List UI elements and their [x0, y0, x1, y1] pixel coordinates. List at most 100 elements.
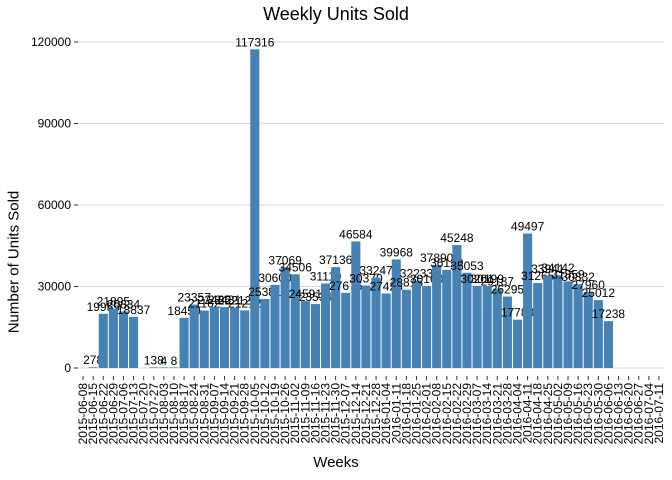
- x-tick-label: 2016-03-28: [500, 383, 514, 445]
- x-tick-label: 2015-09-21: [228, 383, 242, 445]
- bar: [543, 275, 553, 368]
- x-tick-label: 2015-07-20: [137, 383, 151, 445]
- bar: [603, 321, 613, 368]
- x-axis-label: Weeks: [313, 454, 359, 471]
- bar: [108, 308, 118, 368]
- bar-value-label: 138: [144, 354, 164, 368]
- x-tick-label: 2015-09-07: [207, 383, 221, 445]
- bar-value-label: 22212: [218, 294, 252, 308]
- bar: [179, 317, 189, 368]
- bar: [371, 277, 381, 368]
- x-tick-label: 2016-05-16: [571, 383, 585, 445]
- bar-value-label: 30199: [471, 272, 505, 286]
- y-tick-label: 30000: [38, 280, 72, 294]
- x-tick-label: 2016-04-04: [511, 383, 525, 445]
- bar: [583, 292, 593, 368]
- bar: [260, 299, 270, 368]
- bar-value-label: 25012: [582, 286, 616, 300]
- bar: [593, 300, 603, 368]
- x-tick-label: 2015-11-09: [298, 383, 312, 444]
- bar: [472, 285, 482, 368]
- x-tick-label: 2015-10-19: [268, 383, 282, 445]
- bar: [331, 267, 341, 368]
- bar-value-label: 49497: [511, 220, 545, 234]
- x-tick-label: 2015-11-23: [319, 383, 333, 444]
- x-tick-label: 2015-10-12: [258, 383, 272, 445]
- bar-value-label: 34506: [279, 260, 313, 274]
- x-tick-label: 2015-07-13: [127, 383, 141, 445]
- x-tick-label: 2016-05-02: [551, 383, 565, 445]
- bar: [320, 283, 331, 368]
- bar: [411, 280, 422, 368]
- x-tick-label: 2015-06-29: [106, 383, 120, 445]
- x-tick-label: 2015-07-27: [147, 383, 161, 445]
- bar: [300, 301, 310, 368]
- x-tick-label: 2016-04-18: [531, 383, 545, 445]
- bar: [250, 49, 260, 368]
- bar-value-label: 278: [83, 353, 103, 367]
- y-tick-label: 120000: [31, 35, 71, 49]
- bar: [462, 272, 472, 368]
- x-tick-label: 2016-01-04: [379, 383, 393, 445]
- bar: [270, 284, 280, 368]
- bar: [199, 310, 209, 368]
- bar-value-label: 23357: [178, 291, 212, 305]
- bar-value-label: 32233: [400, 266, 434, 280]
- x-tick-label: 2016-05-09: [561, 383, 575, 445]
- x-tick-label: 2016-01-25: [409, 383, 423, 445]
- bar-value-label: 46584: [339, 227, 373, 241]
- x-tick-label: 2016-05-30: [591, 383, 605, 445]
- x-tick-label: 2015-08-24: [187, 383, 201, 445]
- bar-value-label: 17238: [592, 307, 626, 321]
- x-tick-label: 2015-11-16: [308, 383, 322, 444]
- x-tick-label: 2015-11-30: [329, 383, 343, 444]
- x-tick-label: 2016-02-22: [450, 383, 464, 445]
- bar: [492, 288, 502, 368]
- bar: [432, 265, 442, 368]
- bar-value-label: 39968: [380, 245, 414, 259]
- x-tick-label: 2015-12-14: [349, 383, 363, 445]
- bar-value-label: 33941: [531, 262, 565, 276]
- x-tick-label: 2016-02-15: [440, 383, 454, 445]
- bar-value-label: 26295: [491, 283, 525, 297]
- bar: [351, 241, 361, 368]
- bar: [290, 274, 300, 368]
- bar: [533, 283, 543, 368]
- x-tick-label: 2015-06-22: [96, 383, 110, 445]
- bar-value-label: 24591: [289, 287, 323, 301]
- x-tick-label: 2016-04-25: [541, 383, 555, 445]
- x-tick-label: 2015-10-26: [278, 383, 292, 445]
- x-tick-label: 2015-12-21: [359, 383, 373, 445]
- bar: [361, 285, 371, 368]
- x-tick-label: 2016-02-08: [430, 383, 444, 445]
- x-tick-label: 2016-03-21: [490, 383, 504, 445]
- bar: [391, 259, 401, 368]
- bar: [381, 293, 391, 368]
- x-tick-label: 2015-11-02: [288, 383, 302, 444]
- x-tick-label: 2015-06-15: [86, 383, 100, 445]
- bar: [209, 306, 219, 368]
- bar-value-label: 20834: [107, 297, 141, 311]
- bar: [512, 319, 523, 368]
- bar-value-label: 37136: [319, 253, 353, 267]
- x-tick-label: 2015-10-05: [248, 383, 262, 445]
- bar: [159, 367, 169, 368]
- y-tick-label: 60000: [38, 198, 72, 212]
- x-tick-label: 2016-01-18: [399, 383, 413, 445]
- bar: [280, 267, 290, 368]
- bar: [240, 310, 250, 368]
- bar-value-label: 8: [171, 354, 178, 368]
- x-tick-label: 2016-02-29: [460, 383, 474, 445]
- bar: [523, 233, 533, 368]
- bar: [482, 285, 492, 368]
- bar: [502, 296, 512, 368]
- x-tick-label: 2016-06-06: [601, 383, 615, 445]
- bar-value-label: 35053: [450, 259, 484, 273]
- bar-value-label: 34142: [541, 261, 575, 275]
- bar-value-label: 22431: [208, 293, 242, 307]
- x-tick-label: 2016-02-01: [420, 383, 434, 445]
- chart-title: Weekly Units Sold: [263, 4, 409, 24]
- x-tick-label: 2016-06-20: [622, 383, 636, 445]
- x-tick-label: 2016-06-27: [632, 383, 646, 445]
